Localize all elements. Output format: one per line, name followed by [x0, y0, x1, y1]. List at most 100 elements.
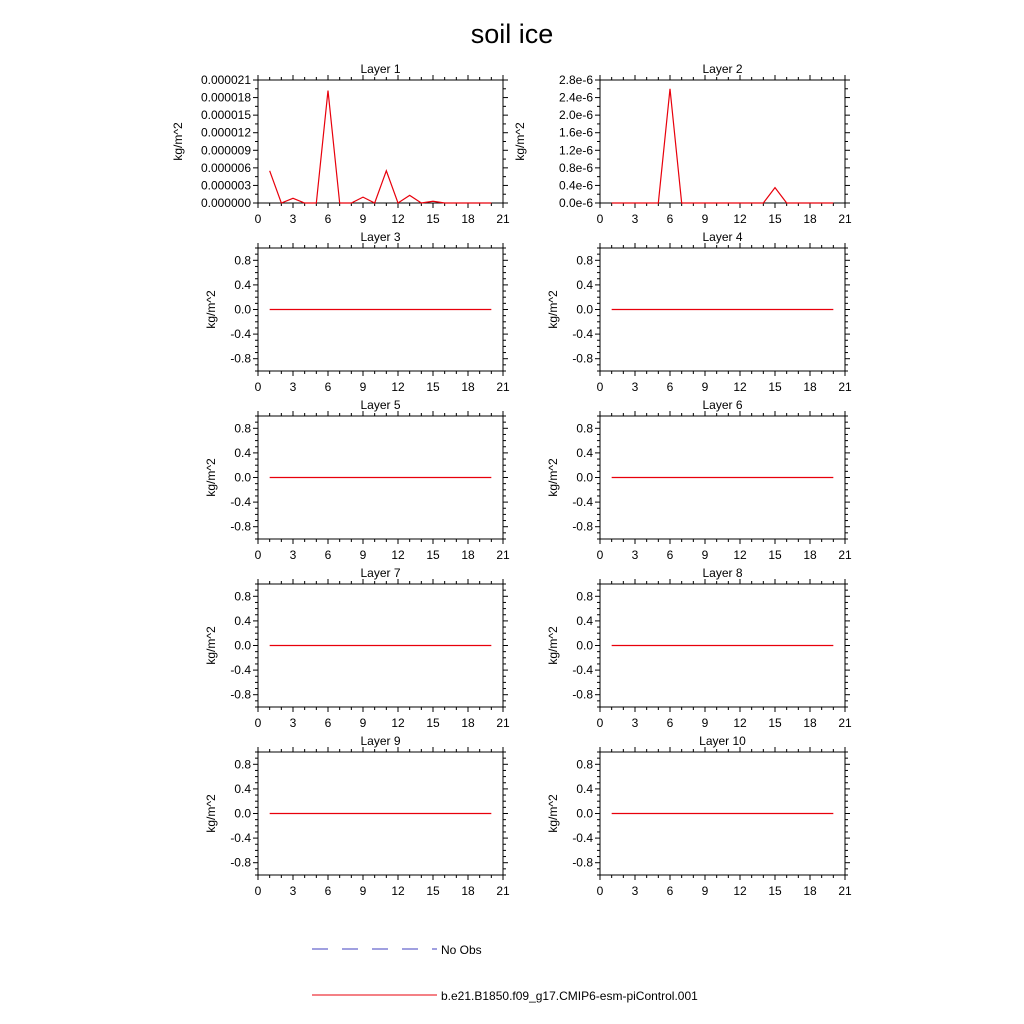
- x-tick-label: 0: [597, 716, 604, 730]
- x-tick-label: 21: [496, 380, 510, 394]
- y-tick-label: 0.4: [576, 446, 593, 460]
- x-tick-label: 12: [391, 548, 405, 562]
- y-tick-label: -0.4: [572, 327, 593, 341]
- x-tick-label: 9: [702, 884, 709, 898]
- y-tick-label: 0.000009: [201, 143, 251, 157]
- y-tick-label: 0.0: [576, 807, 593, 821]
- x-tick-label: 9: [360, 548, 367, 562]
- x-tick-label: 9: [702, 548, 709, 562]
- x-tick-label: 15: [426, 548, 440, 562]
- x-tick-label: 21: [496, 716, 510, 730]
- x-tick-label: 9: [360, 884, 367, 898]
- y-tick-label: -0.4: [230, 327, 251, 341]
- x-tick-label: 3: [290, 884, 297, 898]
- y-axis-label: kg/m^2: [204, 290, 218, 329]
- x-tick-label: 21: [838, 380, 852, 394]
- x-tick-label: 15: [426, 716, 440, 730]
- y-tick-label: 0.0: [576, 471, 593, 485]
- x-tick-label: 6: [325, 212, 332, 226]
- y-tick-label: -0.8: [572, 520, 593, 534]
- x-tick-label: 0: [255, 548, 262, 562]
- y-tick-label: -0.4: [572, 495, 593, 509]
- y-tick-label: -0.8: [230, 352, 251, 366]
- x-tick-label: 6: [325, 380, 332, 394]
- x-tick-label: 0: [597, 884, 604, 898]
- y-axis-label: kg/m^2: [513, 122, 527, 161]
- panel-title: Layer 4: [702, 230, 742, 244]
- y-tick-label: 0.8: [576, 253, 593, 267]
- x-tick-label: 3: [632, 884, 639, 898]
- y-tick-label: 0.8: [234, 757, 251, 771]
- x-tick-label: 15: [768, 212, 782, 226]
- x-tick-label: 18: [803, 716, 817, 730]
- x-tick-label: 18: [461, 884, 475, 898]
- x-tick-label: 3: [632, 716, 639, 730]
- y-tick-label: 0.0: [234, 471, 251, 485]
- panel-1: Layer 1 kg/m^2 0 3 6 9 12 15 18 21 0.000000 0.00000…: [171, 62, 510, 226]
- panel-title: Layer 9: [360, 734, 400, 748]
- x-tick-label: 21: [838, 212, 852, 226]
- y-tick-label: 0.000000: [201, 196, 251, 210]
- plot-frame: [599, 79, 846, 204]
- panel-title: Layer 3: [360, 230, 400, 244]
- y-tick-label: -0.4: [572, 831, 593, 845]
- y-tick-label: -0.8: [230, 856, 251, 870]
- x-tick-label: 21: [496, 548, 510, 562]
- x-tick-label: 3: [632, 380, 639, 394]
- y-tick-label: -0.4: [230, 663, 251, 677]
- x-tick-label: 3: [290, 716, 297, 730]
- y-tick-label: 0.4: [576, 614, 593, 628]
- x-tick-label: 18: [803, 380, 817, 394]
- x-tick-label: 12: [733, 884, 747, 898]
- x-tick-label: 3: [290, 548, 297, 562]
- x-tick-label: 18: [803, 884, 817, 898]
- x-tick-label: 6: [325, 548, 332, 562]
- y-tick-label: 0.4: [234, 782, 251, 796]
- x-tick-label: 15: [768, 548, 782, 562]
- y-tick-label: 1.6e-6: [559, 126, 593, 140]
- y-tick-label: 0.8e-6: [559, 161, 593, 175]
- panel-8: Layer 8 kg/m^2 0 3 6 9 12 15 18 21 -0.8 -0.4 0.0 0.4 0…: [546, 566, 852, 730]
- x-tick-label: 0: [255, 884, 262, 898]
- panel-title: Layer 5: [360, 398, 400, 412]
- y-axis-label: kg/m^2: [204, 458, 218, 497]
- x-tick-label: 12: [391, 212, 405, 226]
- x-tick-label: 6: [667, 884, 674, 898]
- y-tick-label: 2.0e-6: [559, 108, 593, 122]
- panel-2: Layer 2 kg/m^2 0 3 6 9 12 15 18 21 0.0e-6 0.4e-6 0.8…: [513, 62, 852, 226]
- x-tick-label: 18: [461, 548, 475, 562]
- legend: No Obs b.e21.B1850.f09_g17.CMIP6-esm-piC…: [312, 943, 698, 1003]
- y-tick-label: 0.4: [576, 782, 593, 796]
- y-tick-label: 0.4: [234, 614, 251, 628]
- x-tick-label: 21: [838, 884, 852, 898]
- y-tick-label: 0.000006: [201, 161, 251, 175]
- x-tick-label: 12: [733, 548, 747, 562]
- x-tick-label: 18: [803, 548, 817, 562]
- x-tick-label: 0: [597, 212, 604, 226]
- y-axis-label: kg/m^2: [546, 626, 560, 665]
- x-tick-label: 0: [255, 212, 262, 226]
- y-tick-label: 0.4e-6: [559, 178, 593, 192]
- y-tick-label: 0.000018: [201, 91, 251, 105]
- x-tick-label: 0: [597, 548, 604, 562]
- plot-frame: [257, 79, 504, 204]
- x-tick-label: 12: [391, 716, 405, 730]
- y-axis-label: kg/m^2: [546, 290, 560, 329]
- x-tick-label: 9: [702, 380, 709, 394]
- y-tick-label: 1.2e-6: [559, 143, 593, 157]
- y-axis-label: kg/m^2: [546, 794, 560, 833]
- x-tick-label: 6: [325, 716, 332, 730]
- y-tick-label: 0.4: [234, 446, 251, 460]
- y-tick-label: 0.0: [234, 807, 251, 821]
- y-tick-label: 0.0: [234, 303, 251, 317]
- series-line: [269, 90, 492, 204]
- x-tick-label: 18: [461, 716, 475, 730]
- x-tick-label: 9: [360, 212, 367, 226]
- panel-6: Layer 6 kg/m^2 0 3 6 9 12 15 18 21 -0.8 -0.4 0.0 0.4 0…: [546, 398, 852, 562]
- x-tick-label: 21: [838, 716, 852, 730]
- panel-title: Layer 6: [702, 398, 742, 412]
- x-tick-label: 6: [325, 884, 332, 898]
- panel-title: Layer 10: [699, 734, 746, 748]
- panel-4: Layer 4 kg/m^2 0 3 6 9 12 15 18 21 -0.8 -0.4 0.0 0.4 0…: [546, 230, 852, 394]
